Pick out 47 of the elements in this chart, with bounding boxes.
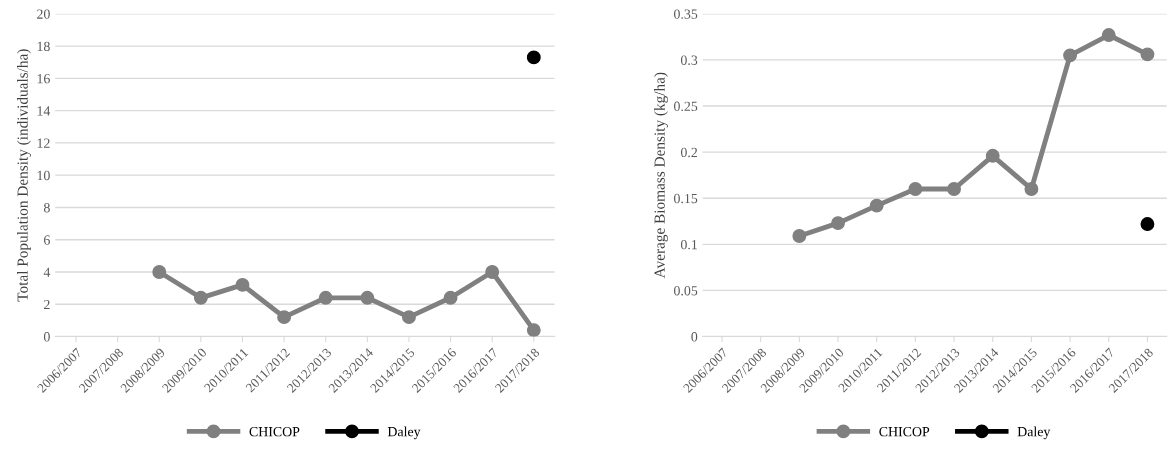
y-tick-label: 0.2 [680,147,698,158]
y-tick-label: 16 [37,73,50,84]
point [1140,217,1155,231]
legend-label: CHICOP [249,427,300,437]
y-tick-label: 0 [43,332,50,342]
point [277,310,292,325]
point [402,310,416,325]
y-tick-label: 0.25 [674,101,698,112]
y-tick-label: 14 [37,106,51,116]
point [985,148,1000,163]
point [1140,47,1155,62]
point [792,229,807,243]
point [831,216,845,231]
y-tick-label: 12 [37,138,50,148]
point [947,182,961,196]
point [485,265,500,279]
point [318,290,333,305]
y-tick-label: 0.1 [680,239,697,250]
point [443,290,458,305]
y-tick-label: 20 [37,9,50,19]
y-axis-title: Total Population Density (individuals/ha) [17,49,31,302]
point [193,290,208,305]
legend-label: Daley [1017,426,1051,440]
y-tick-label: 2 [44,299,50,310]
point [1024,182,1039,196]
point [526,323,541,337]
point [908,182,923,196]
point [526,50,541,65]
y-tick-label: 0.05 [674,286,698,296]
y-tick-label: 8 [43,203,50,213]
point [360,290,375,305]
y-tick-label: 0 [691,332,698,342]
y-tick-label: 6 [44,235,50,245]
point [152,265,167,279]
y-tick-label: 0.35 [674,9,698,19]
legend-label: Daley [387,426,421,440]
legend-label: CHICOP [879,427,930,437]
y-tick-label: 10 [37,170,50,181]
point [1101,28,1116,42]
y-tick-label: 0.3 [680,55,698,65]
point [869,198,884,213]
y-tick-label: 4 [43,267,51,277]
point [1063,48,1078,63]
point [235,277,250,292]
y-tick-label: 18 [37,41,50,52]
y-axis-title: Average Biomass Density (kg/ha) [654,72,668,279]
y-tick-label: 0.15 [674,193,698,204]
